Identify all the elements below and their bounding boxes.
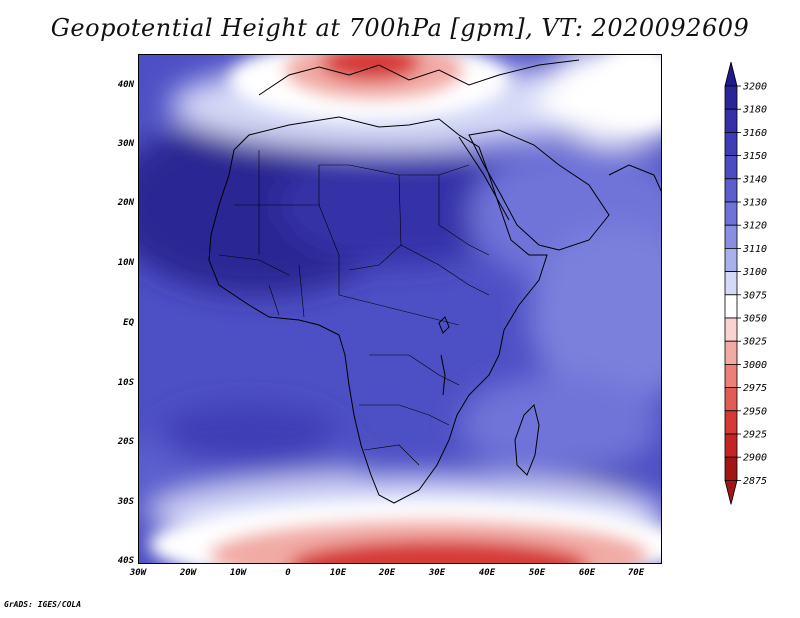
colorbar-level-label: 3150 — [742, 151, 767, 162]
colorbar-level-label: 3025 — [742, 337, 767, 348]
colorbar-swatch — [724, 456, 738, 481]
country-borders — [218, 150, 490, 466]
page-title: Geopotential Height at 700hPa [gpm], VT:… — [50, 14, 750, 42]
colorbar-level-label: 2875 — [743, 476, 767, 487]
lat-tick-label: 30N — [117, 139, 134, 149]
colorbar-swatch — [724, 85, 738, 110]
lat-tick-label: EQ — [123, 318, 134, 328]
colorbar-bottom-arrow — [724, 479, 738, 505]
colorbar-level-label: 2975 — [743, 383, 767, 394]
credit-label: GrADS: IGES/COLA — [4, 600, 82, 609]
lon-tick-label: 0 — [285, 568, 291, 578]
colorbar-swatch — [724, 294, 738, 319]
lat-tick-label: 10N — [117, 258, 134, 268]
colorbar-swatch — [724, 410, 738, 435]
lat-tick-label: 30S — [117, 497, 134, 507]
map-plot-area — [138, 54, 662, 564]
colorbar-swatch — [724, 247, 738, 272]
colorbar-graphic: 3200 3180 3160 3150 3140 3130 3120 3110 3100 3075… — [724, 61, 767, 505]
colorbar-swatch — [724, 433, 738, 458]
colorbar-level-label: 2900 — [743, 453, 767, 464]
colorbar-swatch — [724, 317, 738, 342]
colorbar-level-label: 3110 — [742, 244, 767, 255]
lon-tick-label: 60E — [578, 568, 596, 578]
lat-tick-label: 20S — [117, 437, 134, 447]
colorbar-top-arrow — [724, 61, 738, 87]
lon-tick-label: 20E — [378, 568, 396, 578]
colorbar-swatch — [724, 178, 738, 203]
lat-tick-label: 40N — [117, 80, 134, 90]
colorbar-level-label: 2925 — [743, 430, 767, 441]
lat-tick-label: 20N — [117, 198, 134, 208]
colorbar-swatch — [724, 132, 738, 157]
colorbar-swatch — [724, 387, 738, 412]
colorbar-level-label: 3000 — [742, 360, 767, 371]
colorbar-level-label: 3180 — [742, 105, 767, 116]
lon-tick-label: 50E — [528, 568, 546, 578]
lat-tick-label: 40S — [117, 556, 134, 566]
coastlines — [208, 59, 661, 504]
colorbar-swatch — [724, 340, 738, 365]
colorbar-level-label: 3160 — [742, 128, 767, 139]
colorbar-level-label: 3120 — [742, 221, 767, 232]
colorbar-swatch — [724, 363, 738, 388]
colorbar-swatch — [724, 224, 738, 249]
colorbar-level-label: 3050 — [742, 314, 767, 325]
colorbar: 3200 3180 3160 3150 3140 3130 3120 3110 3100 3075… — [722, 60, 800, 560]
lat-tick-label: 10S — [117, 378, 134, 388]
lon-tick-label: 40E — [478, 568, 496, 578]
colorbar-level-label: 3200 — [742, 82, 767, 93]
lon-tick-label: 30E — [428, 568, 446, 578]
colorbar-level-label: 3140 — [742, 174, 767, 185]
field-extremes — [149, 55, 661, 563]
colorbar-level-label: 2950 — [743, 406, 767, 417]
colorbar-level-label: 3100 — [742, 267, 767, 278]
colorbar-swatch — [724, 108, 738, 133]
colorbar-swatch — [724, 155, 738, 180]
colorbar-swatch — [724, 201, 738, 226]
colorbar-level-label: 3130 — [742, 198, 767, 209]
lon-tick-label: 30W — [129, 568, 147, 578]
height-field-map — [139, 55, 661, 563]
lon-tick-label: 70E — [627, 568, 645, 578]
colorbar-level-label: 3075 — [742, 290, 767, 301]
lon-tick-label: 20W — [179, 568, 197, 578]
lon-tick-label: 10E — [329, 568, 347, 578]
colorbar-swatch — [724, 271, 738, 296]
lon-tick-label: 10W — [229, 568, 247, 578]
